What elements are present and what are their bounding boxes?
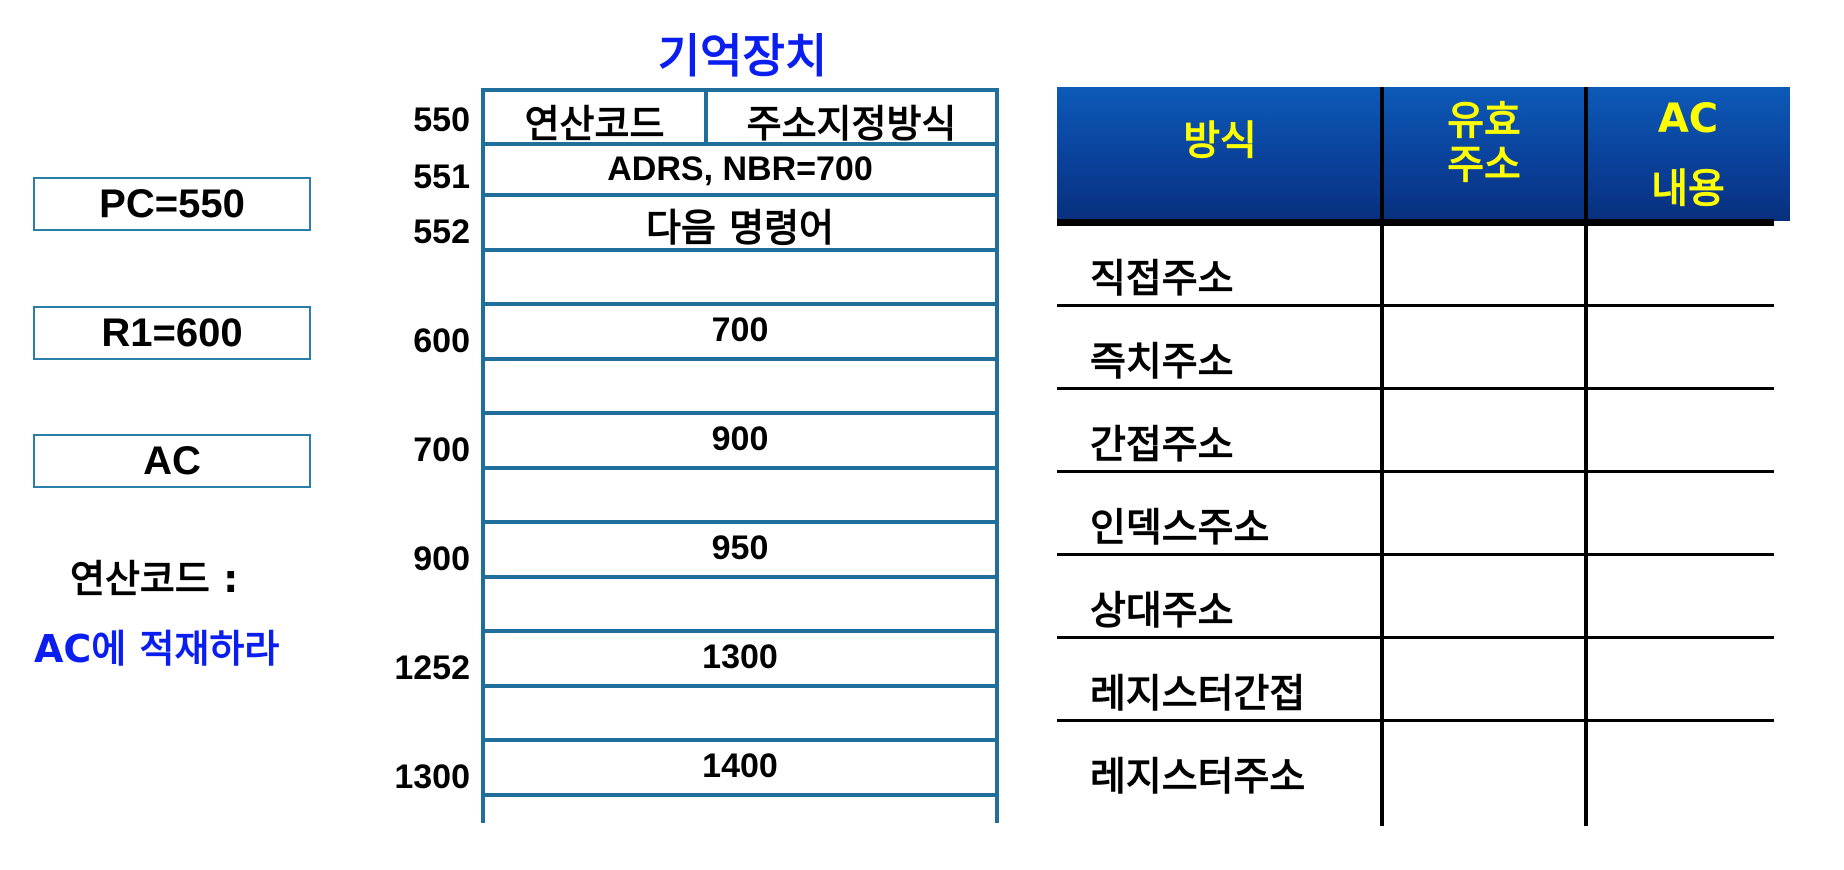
header-effective-address-line2: 주소 — [1447, 142, 1521, 188]
memory-cell-600: 700 — [711, 311, 769, 349]
r1-register: R1=600 — [33, 306, 311, 360]
memory-address: 1300 — [394, 758, 470, 796]
opcode-note-instruction: AC에 적재하라 — [34, 627, 280, 671]
memory-cell-split — [704, 88, 708, 146]
header-effective-address-line1: 유효 — [1447, 98, 1521, 144]
memory-divider — [481, 738, 999, 742]
table-row-rule — [1057, 387, 1774, 390]
memory-divider — [481, 193, 999, 197]
table-row-rule — [1057, 553, 1774, 556]
header-ac-content-line1: AC — [1657, 96, 1719, 142]
memory-divider — [481, 466, 999, 470]
memory-divider — [481, 302, 999, 306]
memory-cell-900: 950 — [711, 529, 769, 567]
memory-divider — [481, 248, 999, 252]
memory-divider — [481, 575, 999, 579]
memory-address: 551 — [413, 158, 470, 196]
memory-address: 552 — [413, 213, 470, 251]
memory-cell-1252: 1300 — [702, 638, 778, 676]
memory-cell-1300: 1400 — [702, 747, 778, 785]
memory-cell-opcode: 연산코드 — [524, 102, 665, 146]
pc-register: PC=550 — [33, 177, 311, 231]
table-row-method: 직접주소 — [1090, 257, 1234, 302]
opcode-note-label: 연산코드 : — [70, 557, 239, 601]
table-row-method: 간접주소 — [1090, 423, 1234, 468]
ac-register: AC — [33, 434, 311, 488]
memory-divider — [481, 629, 999, 633]
table-column-divider — [1584, 87, 1588, 826]
memory-divider — [481, 88, 999, 92]
table-row-method: 상대주소 — [1090, 589, 1234, 634]
header-method: 방식 — [1183, 118, 1257, 164]
memory-address: 550 — [413, 101, 470, 139]
memory-cell-700: 900 — [711, 420, 769, 458]
table-row-method: 즉치주소 — [1090, 340, 1234, 385]
memory-divider — [481, 520, 999, 524]
memory-title: 기억장치 — [657, 29, 828, 83]
table-row-rule — [1057, 636, 1774, 639]
table-row-rule — [1057, 304, 1774, 307]
memory-address: 700 — [413, 431, 470, 469]
memory-divider — [481, 357, 999, 361]
memory-divider — [481, 684, 999, 688]
header-ac-content-line2: 내용 — [1651, 166, 1725, 212]
memory-cell-operand: ADRS, NBR=700 — [607, 150, 873, 188]
table-row-rule — [1057, 719, 1774, 722]
table-row-rule — [1057, 470, 1774, 473]
table-header-band — [1057, 87, 1790, 221]
memory-address: 900 — [413, 540, 470, 578]
table-row-method: 레지스터간접 — [1090, 672, 1306, 717]
table-row-method: 레지스터주소 — [1090, 755, 1306, 800]
memory-divider — [481, 793, 999, 797]
memory-frame — [481, 88, 999, 823]
memory-address: 600 — [413, 322, 470, 360]
table-header-rule — [1057, 219, 1774, 226]
memory-divider — [481, 411, 999, 415]
memory-cell-next-instruction: 다음 명령어 — [645, 206, 835, 250]
memory-divider — [481, 142, 999, 146]
memory-address: 1252 — [394, 649, 470, 687]
memory-cell-mode: 주소지정방식 — [746, 102, 957, 146]
table-column-divider — [1380, 87, 1384, 826]
table-row-method: 인덱스주소 — [1090, 506, 1270, 551]
